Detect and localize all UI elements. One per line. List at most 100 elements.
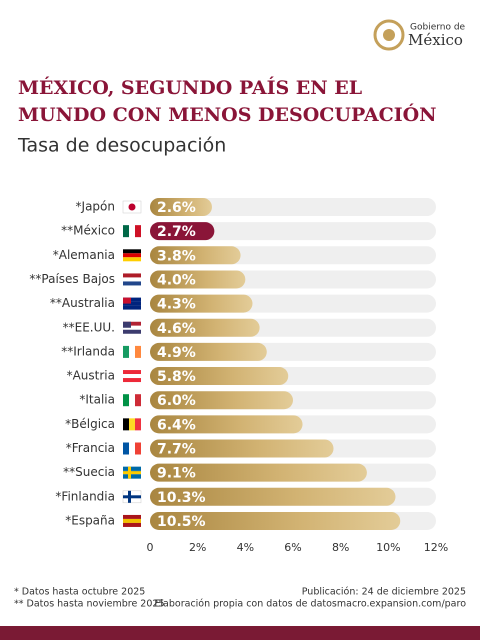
flag <box>135 418 141 431</box>
flag <box>123 522 141 527</box>
flag <box>123 378 141 383</box>
bar <box>150 439 334 458</box>
x-tick-label: 8% <box>332 541 349 554</box>
bar <box>150 270 246 289</box>
logo-emblem-center <box>383 29 395 41</box>
value-label: 4.0% <box>157 272 196 288</box>
footnote: * Datos hasta octubre 2025 <box>14 587 145 598</box>
flag <box>123 209 141 213</box>
category-label: **Irlanda <box>61 344 115 358</box>
bar <box>150 463 367 482</box>
category-label: **Países Bajos <box>29 272 115 286</box>
category-label: *Alemania <box>53 248 115 262</box>
flag <box>123 277 141 282</box>
flag <box>123 374 141 379</box>
flag <box>123 329 141 334</box>
footnote: ** Datos hasta noviembre 2025 <box>14 599 164 610</box>
flag <box>123 305 141 310</box>
bar <box>150 294 253 313</box>
flag <box>123 253 141 258</box>
bar <box>150 198 212 216</box>
value-label: 6.0% <box>157 393 196 409</box>
flag <box>123 498 141 503</box>
bar <box>150 391 293 410</box>
x-tick-label: 0 <box>147 541 154 554</box>
flag <box>123 442 129 455</box>
flag <box>123 418 129 431</box>
bar <box>150 246 241 265</box>
x-tick-label: 10% <box>376 541 400 554</box>
x-tick-label: 12% <box>424 541 448 554</box>
logo-emblem <box>373 19 405 51</box>
flag <box>123 490 141 495</box>
bar <box>150 318 260 337</box>
flag <box>123 249 141 254</box>
flag <box>129 225 135 238</box>
flag <box>123 345 129 358</box>
x-tick-label: 4% <box>237 541 254 554</box>
flag <box>123 281 141 286</box>
flag <box>128 203 136 211</box>
flag <box>123 225 129 238</box>
category-label: **Australia <box>50 296 115 310</box>
value-label: 9.1% <box>157 466 196 482</box>
flag <box>123 325 141 330</box>
bar-track <box>150 222 436 241</box>
value-label: 2.7% <box>157 224 196 240</box>
category-label: **Suecia <box>63 465 115 479</box>
bar <box>150 487 396 506</box>
flag <box>123 495 141 499</box>
value-label: 4.9% <box>157 345 196 361</box>
flag <box>123 466 141 471</box>
flag <box>123 297 131 304</box>
bar <box>150 367 289 386</box>
flag <box>123 471 141 475</box>
subtitle: Tasa de desocupación <box>17 135 226 157</box>
category-label: *Italia <box>79 393 115 407</box>
category-label: *España <box>65 513 115 527</box>
flag <box>129 418 135 431</box>
value-label: 10.3% <box>157 490 206 506</box>
flag <box>123 514 141 519</box>
value-label: 4.6% <box>157 321 196 337</box>
publication: Publicación: 24 de diciembre 2025 <box>302 587 466 598</box>
flag <box>129 442 135 455</box>
value-label: 10.5% <box>157 514 206 530</box>
category-label: *Japón <box>76 200 115 214</box>
flag <box>123 370 141 375</box>
bar <box>150 342 267 361</box>
category-label: **EE.UU. <box>63 320 115 334</box>
category-label: *Francia <box>66 441 115 455</box>
flag <box>135 345 141 358</box>
category-label: **México <box>61 224 115 238</box>
title-line: MUNDO CON MENOS DESOCUPACIÓN <box>18 103 437 126</box>
title-line: MÉXICO, SEGUNDO PAÍS EN EL <box>18 76 362 99</box>
flag <box>129 394 135 407</box>
value-label: 4.3% <box>157 297 196 313</box>
flag <box>135 225 141 238</box>
value-label: 6.4% <box>157 417 196 433</box>
source: Elaboración propia con datos de datosmac… <box>154 599 466 610</box>
flag <box>123 257 141 262</box>
flag <box>123 321 131 328</box>
x-tick-label: 2% <box>189 541 206 554</box>
bar <box>150 511 401 530</box>
flag <box>123 321 141 326</box>
flag <box>123 201 141 205</box>
flag <box>123 518 141 523</box>
bar <box>150 222 215 241</box>
bar-track <box>150 198 436 216</box>
flag <box>123 297 141 302</box>
category-label: *Finlandia <box>55 489 115 503</box>
value-label: 5.8% <box>157 369 196 385</box>
flag <box>123 273 141 278</box>
logo-text: Gobierno de <box>410 23 466 33</box>
logo-text: México <box>408 31 463 49</box>
value-label: 7.7% <box>157 442 196 458</box>
category-label: *Bélgica <box>65 417 115 431</box>
value-label: 3.8% <box>157 248 196 264</box>
bar <box>150 415 303 434</box>
x-tick-label: 6% <box>284 541 301 554</box>
flag <box>129 345 135 358</box>
